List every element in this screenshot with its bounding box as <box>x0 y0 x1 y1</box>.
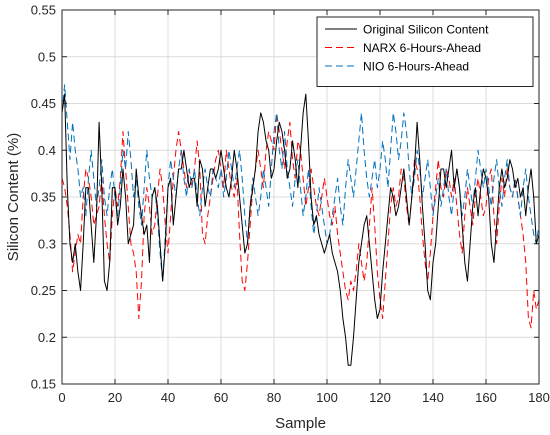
legend-label: NARX 6-Hours-Ahead <box>363 41 481 55</box>
y-axis-label: Silicon Content (%) <box>5 133 22 261</box>
x-tick-label: 100 <box>316 390 338 405</box>
y-tick-label: 0.4 <box>38 143 56 158</box>
legend-label: NIO 6-Hours-Ahead <box>363 60 469 74</box>
y-tick-label: 0.55 <box>31 3 56 18</box>
legend: Original Silicon Content NARX 6-Hours-Ahe… <box>316 16 534 87</box>
series-line-0 <box>61 93 540 366</box>
series-line-2 <box>61 84 540 282</box>
axis-ticks: 0 20 40 60 80 100 120 140 160 180 0.15 0.2 0.25 0.3 0.… <box>31 3 550 406</box>
x-tick-label: 20 <box>108 390 122 405</box>
x-tick-label: 120 <box>369 390 391 405</box>
y-tick-label: 0.45 <box>31 96 56 111</box>
y-tick-label: 0.5 <box>38 49 56 64</box>
x-tick-label: 160 <box>475 390 497 405</box>
x-tick-label: 80 <box>267 390 281 405</box>
series-line-1 <box>61 112 540 329</box>
y-tick-label: 0.35 <box>31 190 56 205</box>
x-tick-label: 60 <box>214 390 228 405</box>
x-axis-label: Sample <box>275 415 326 432</box>
x-tick-label: 140 <box>422 390 444 405</box>
x-tick-label: 40 <box>161 390 175 405</box>
y-tick-label: 0.15 <box>31 377 56 392</box>
y-tick-label: 0.3 <box>38 236 56 251</box>
legend-label: Original Silicon Content <box>363 23 489 37</box>
series-layer <box>61 84 540 366</box>
x-tick-label: 180 <box>528 390 550 405</box>
y-tick-label: 0.25 <box>31 283 56 298</box>
y-tick-label: 0.2 <box>38 330 56 345</box>
x-tick-label: 0 <box>58 390 65 405</box>
